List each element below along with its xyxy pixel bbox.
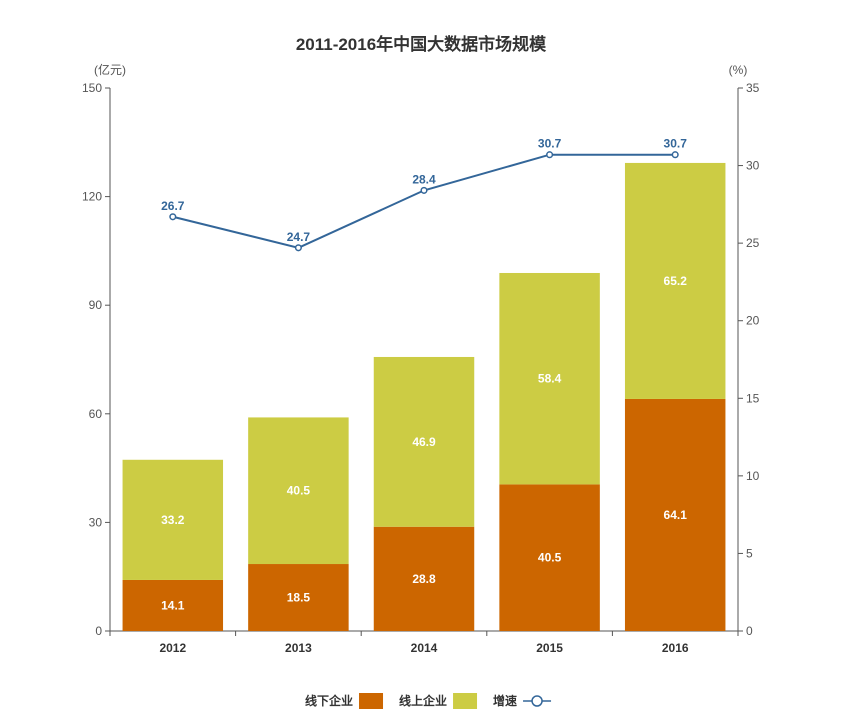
- bar-value-label: 14.1: [161, 598, 185, 612]
- bar-value-label: 65.2: [664, 274, 688, 288]
- right-tick-label: 20: [746, 314, 760, 328]
- growth-line-path: [172, 153, 676, 249]
- left-tick-label: 150: [82, 81, 102, 95]
- bar-offline: [122, 579, 224, 631]
- right-axis-unit: (%): [729, 63, 748, 77]
- growth-value-label: 30.7: [664, 137, 688, 151]
- bar-value-label: 33.2: [161, 513, 185, 527]
- legend: 线下企业 线上企业 增速: [305, 693, 552, 709]
- right-tick-label: 10: [746, 469, 760, 483]
- bar-offline: [373, 526, 475, 631]
- bar-online: [122, 459, 224, 580]
- bar-value-label: 64.1: [664, 508, 688, 522]
- bar-online: [373, 356, 475, 527]
- legend-label: 线下企业: [305, 693, 353, 708]
- growth-point: [294, 244, 302, 252]
- bar-value-label: 40.5: [287, 484, 311, 498]
- legend-line-marker: [531, 695, 543, 707]
- growth-value-label: 24.7: [287, 230, 311, 244]
- bar-online: [624, 162, 726, 399]
- bar-offline: [248, 564, 349, 631]
- legend-label: 线上企业: [399, 693, 447, 708]
- growth-point: [420, 186, 428, 194]
- bar-value-label: 46.9: [412, 435, 436, 449]
- bar-offline: [624, 398, 726, 631]
- right-tick-label: 15: [746, 391, 760, 405]
- x-tick-label: 2013: [285, 641, 312, 655]
- x-tick-label: 2014: [411, 641, 438, 655]
- bar-offline: [499, 484, 600, 631]
- right-tick-label: 25: [746, 236, 760, 250]
- growth-point: [546, 151, 554, 159]
- legend-swatch-offline: [359, 693, 384, 709]
- legend-label: 增速: [493, 693, 517, 708]
- growth-value-label: 30.7: [538, 137, 562, 151]
- left-tick-label: 120: [82, 190, 102, 204]
- growth-point: [671, 151, 679, 159]
- x-tick-label: 2015: [536, 641, 563, 655]
- left-tick-label: 30: [89, 515, 103, 529]
- bar-value-label: 18.5: [287, 591, 311, 605]
- bar-online: [248, 417, 349, 565]
- growth-point: [169, 213, 177, 221]
- right-tick-label: 30: [746, 159, 760, 173]
- right-tick-label: 0: [746, 624, 753, 638]
- bar-value-label: 58.4: [538, 372, 562, 386]
- bar-value-label: 28.8: [412, 572, 436, 586]
- growth-value-label: 28.4: [412, 172, 436, 186]
- x-tick-label: 2012: [159, 641, 186, 655]
- bars: 14.1 33.2 18.5 40.5 28.8 46.9 40.5 58.4 64.1 65.2: [122, 162, 726, 631]
- left-axis-unit: (亿元): [94, 62, 126, 77]
- growth-line: 26.7 24.7 28.4 30.7 30.7: [161, 137, 688, 252]
- left-tick-label: 90: [89, 298, 103, 312]
- legend-swatch-online: [453, 693, 478, 709]
- right-tick-label: 35: [746, 81, 760, 95]
- right-tick-label: 5: [746, 546, 753, 560]
- chart-title: 2011-2016年中国大数据市场规模: [296, 34, 547, 54]
- bar-online: [499, 272, 600, 485]
- left-tick-label: 60: [89, 407, 103, 421]
- x-tick-label: 2016: [662, 641, 689, 655]
- growth-value-label: 26.7: [161, 199, 185, 213]
- axes: 0 30 60 90 120 150 0 5 10 15 20 25 30 35 2012 2013 2014 2…: [82, 81, 760, 655]
- bar-value-label: 40.5: [538, 551, 562, 565]
- left-tick-label: 0: [95, 624, 102, 638]
